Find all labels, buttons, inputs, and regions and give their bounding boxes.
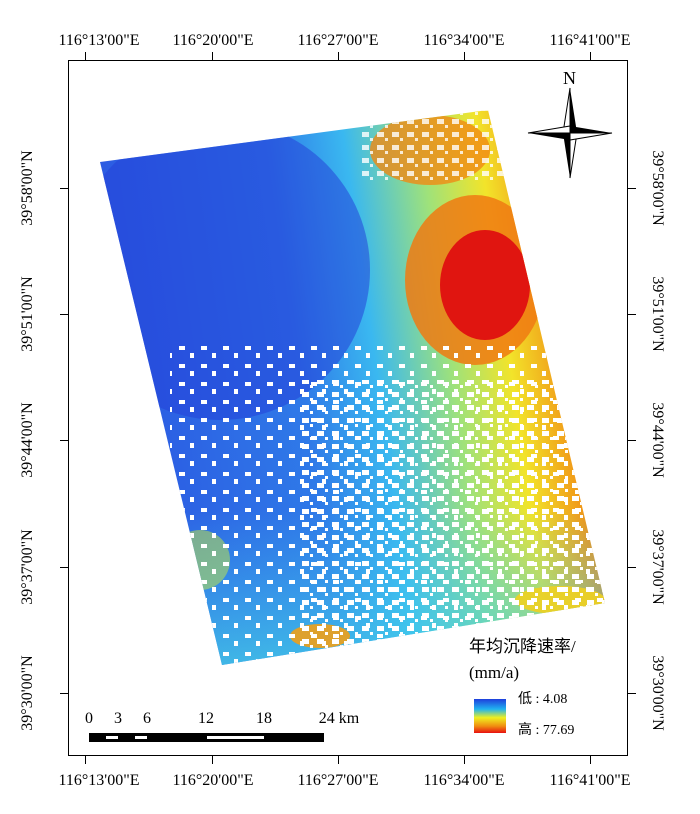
longitude-label-top: 116°20'00"E xyxy=(172,32,254,49)
legend-low-label: 低 : 4.08 xyxy=(518,692,568,707)
frame-tick xyxy=(590,756,591,764)
scale-bar xyxy=(89,733,324,742)
longitude-label-bottom: 116°13'00"E xyxy=(58,772,140,789)
frame-tick xyxy=(628,314,636,315)
frame-tick xyxy=(212,756,213,764)
frame-tick xyxy=(60,314,68,315)
north-arrow-label: N xyxy=(563,68,576,88)
frame-tick xyxy=(60,693,68,694)
latitude-label-right: 39°58'00"N xyxy=(649,150,666,226)
legend-title: 年均沉降速率/ xyxy=(469,637,576,656)
frame-tick xyxy=(464,756,465,764)
latitude-label-left: 39°58'00"N xyxy=(19,150,36,226)
frame-tick xyxy=(60,440,68,441)
legend-unit: (mm/a) xyxy=(469,663,520,682)
scale-label: 12 xyxy=(198,710,214,727)
latitude-label-right: 39°51'00"N xyxy=(649,276,666,352)
legend-high-label: 高 : 77.69 xyxy=(518,723,575,738)
frame-tick xyxy=(60,188,68,189)
frame-tick xyxy=(590,52,591,60)
latitude-label-right: 39°44'00"N xyxy=(649,402,666,478)
longitude-label-bottom: 116°34'00"E xyxy=(423,772,505,789)
map-frame xyxy=(68,60,628,756)
frame-tick xyxy=(628,567,636,568)
frame-tick xyxy=(60,567,68,568)
frame-tick xyxy=(85,756,86,764)
latitude-label-right: 39°37'00"N xyxy=(649,529,666,605)
longitude-label-top: 116°27'00"E xyxy=(297,32,379,49)
latitude-label-right: 39°30'00"N xyxy=(649,655,666,731)
frame-tick xyxy=(628,188,636,189)
longitude-label-bottom: 116°27'00"E xyxy=(297,772,379,789)
legend-color-ramp xyxy=(474,699,506,733)
latitude-label-left: 39°37'00"N xyxy=(19,529,36,605)
frame-tick xyxy=(212,52,213,60)
scale-label: 18 xyxy=(256,710,272,727)
latitude-label-left: 39°51'00"N xyxy=(19,276,36,352)
scale-label: 3 xyxy=(114,710,122,727)
frame-tick xyxy=(338,756,339,764)
scale-label: 0 xyxy=(85,710,93,727)
longitude-label-bottom: 116°20'00"E xyxy=(172,772,254,789)
frame-tick xyxy=(338,52,339,60)
scale-label: 6 xyxy=(143,710,151,727)
frame-tick xyxy=(464,52,465,60)
longitude-label-bottom: 116°41'00"E xyxy=(549,772,631,789)
longitude-label-top: 116°41'00"E xyxy=(549,32,631,49)
latitude-label-left: 39°44'00"N xyxy=(19,402,36,478)
latitude-label-left: 39°30'00"N xyxy=(19,655,36,731)
longitude-label-top: 116°13'00"E xyxy=(58,32,140,49)
scale-label: 24 km xyxy=(318,710,360,727)
frame-tick xyxy=(85,52,86,60)
frame-tick xyxy=(628,440,636,441)
frame-tick xyxy=(628,693,636,694)
longitude-label-top: 116°34'00"E xyxy=(423,32,505,49)
north-arrow-icon xyxy=(527,87,613,179)
